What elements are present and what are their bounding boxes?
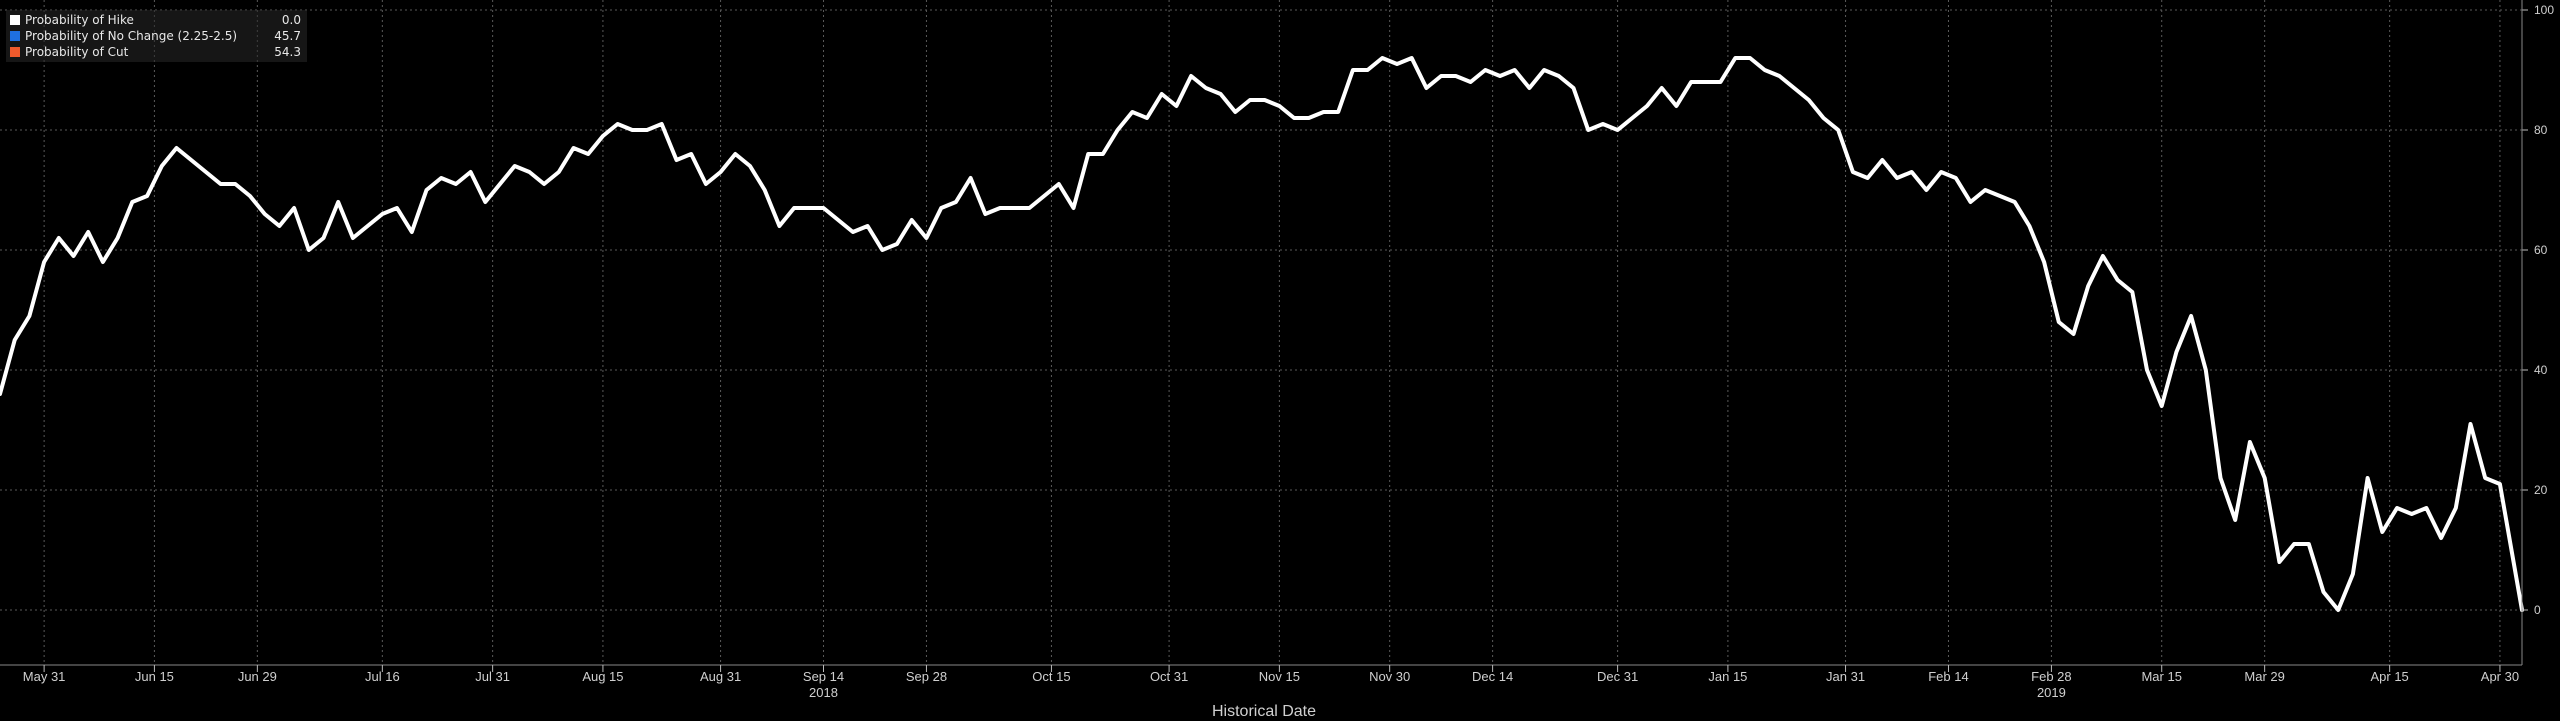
- x-tick-label: May 31: [23, 669, 66, 684]
- legend-label-no-change: Probability of No Change (2.25-2.5): [25, 29, 238, 43]
- y-tick-label: 60: [2534, 243, 2548, 257]
- chart-legend: Probability of Hike 0.0 Probability of N…: [6, 10, 307, 62]
- x-year-label: 2018: [809, 685, 838, 700]
- y-tick-label: 100: [2534, 3, 2554, 17]
- series-line-probability-of-hike: [0, 56, 2524, 612]
- x-tick-label: Aug 31: [700, 669, 741, 684]
- y-tick-label: 40: [2534, 363, 2548, 377]
- legend-swatch-no-change: [10, 31, 20, 41]
- x-year-label: 2019: [2037, 685, 2066, 700]
- y-axis: 0 20 40 60 80 100: [2521, 0, 2554, 665]
- legend-value-hike: 0.0: [281, 13, 301, 27]
- legend-label-hike: Probability of Hike: [25, 13, 134, 27]
- x-tick-label: Sep 14: [803, 669, 844, 684]
- x-tick-label: Feb 28: [2031, 669, 2071, 684]
- x-tick-label: Nov 30: [1369, 669, 1410, 684]
- x-tick-label: Mar 15: [2141, 669, 2181, 684]
- x-tick-label: Jan 15: [1708, 669, 1747, 684]
- legend-item-cut: Probability of Cut 54.3: [10, 44, 301, 60]
- x-tick-label: Feb 14: [1928, 669, 1968, 684]
- legend-swatch-cut: [10, 47, 20, 57]
- x-tick-label: Apr 30: [2481, 669, 2519, 684]
- x-tick-label: Jul 31: [475, 669, 510, 684]
- x-axis-title: Historical Date: [1212, 703, 1316, 720]
- x-tick-label: Jun 29: [238, 669, 277, 684]
- legend-swatch-hike: [10, 15, 20, 25]
- y-tick-label: 0: [2534, 603, 2541, 617]
- legend-value-cut: 54.3: [274, 45, 301, 59]
- y-tick-label: 80: [2534, 123, 2548, 137]
- legend-item-no-change: Probability of No Change (2.25-2.5) 45.7: [10, 28, 301, 44]
- legend-item-hike: Probability of Hike 0.0: [10, 12, 301, 28]
- x-tick-label: Oct 15: [1032, 669, 1070, 684]
- legend-label-cut: Probability of Cut: [25, 45, 129, 59]
- x-tick-label: Dec 14: [1472, 669, 1513, 684]
- x-tick-label: Jul 16: [365, 669, 400, 684]
- x-tick-label: Aug 15: [582, 669, 623, 684]
- grid-lines: [0, 0, 2522, 665]
- x-tick-label: Oct 31: [1150, 669, 1188, 684]
- x-axis: May 31 Jun 15 Jun 29 Jul 16 Jul 31 Aug 15 Aug …: [0, 664, 2522, 700]
- y-tick-label: 20: [2534, 483, 2548, 497]
- x-tick-label: Jun 15: [135, 669, 174, 684]
- x-tick-label: Jan 31: [1826, 669, 1865, 684]
- x-tick-label: Dec 31: [1597, 669, 1638, 684]
- x-tick-label: Sep 28: [906, 669, 947, 684]
- x-tick-label: Nov 15: [1259, 669, 1300, 684]
- x-tick-label: Apr 15: [2370, 669, 2408, 684]
- legend-value-no-change: 45.7: [274, 29, 301, 43]
- x-tick-label: Mar 29: [2244, 669, 2284, 684]
- series-lines: [0, 56, 2524, 612]
